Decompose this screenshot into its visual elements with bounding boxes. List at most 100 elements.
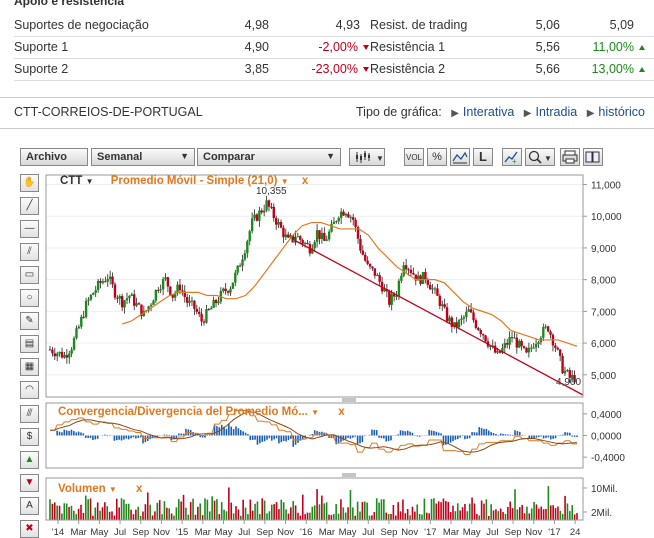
buy-arrow-icon[interactable]: ▲	[20, 451, 39, 469]
candle-body	[89, 294, 93, 300]
chevron-down-icon[interactable]: ▼	[311, 408, 319, 417]
rectangle-tool-icon[interactable]: ▭	[20, 266, 39, 284]
line-tool-icon[interactable]: ╱	[20, 197, 39, 215]
compare-select[interactable]: Comparar ▼	[197, 148, 341, 166]
candle-body	[94, 290, 97, 293]
sell-arrow-icon[interactable]: ▼	[20, 474, 39, 492]
sr-change: -2,00%	[318, 40, 358, 54]
horizontal-line-icon[interactable]: —	[20, 220, 39, 238]
percent-icon[interactable]: %	[427, 148, 447, 166]
dollar-tool-icon[interactable]: $	[20, 428, 39, 446]
triangle-right-icon: ▶	[523, 108, 532, 119]
candle-body	[457, 320, 461, 328]
candle-body	[414, 274, 417, 281]
gann-tool-icon[interactable]: ▦	[20, 358, 39, 376]
chevron-down-icon[interactable]: ▼	[280, 177, 289, 186]
remove-indicator-button[interactable]: x	[301, 175, 309, 187]
main-panel-border	[45, 174, 584, 398]
hand-tool-icon[interactable]: ✋	[20, 174, 39, 192]
sr-resist-value: 5,56	[535, 40, 560, 54]
candle-body	[272, 206, 275, 219]
candle-body	[231, 282, 235, 289]
candle-body	[178, 284, 182, 291]
candle-body	[303, 242, 307, 244]
x-tick-label: Nov	[401, 527, 418, 538]
macd-legend-label[interactable]: Convergencia/Divergencia del Promedio Mó…	[58, 406, 308, 418]
chevron-down-icon[interactable]: ▼	[108, 485, 117, 494]
x-tick-label: Jul	[362, 527, 374, 538]
chart-type-interactive-link[interactable]: Interativa	[462, 105, 515, 119]
candle-body	[65, 355, 69, 358]
candle-body	[337, 217, 340, 222]
candle-body	[185, 297, 189, 303]
candle-body	[255, 214, 259, 221]
arrow-up-icon	[639, 67, 645, 73]
candle-body	[77, 326, 81, 329]
period-select[interactable]: Semanal ▼	[91, 148, 195, 166]
y-tick-label: 10,000	[591, 212, 622, 223]
zoom-icon[interactable]: ▼	[525, 148, 555, 166]
candle-body	[551, 334, 555, 346]
remove-volume-button[interactable]: x	[136, 483, 143, 495]
candle-body	[539, 337, 543, 343]
chevron-down-icon[interactable]: ▼	[85, 177, 94, 186]
volume-legend-label[interactable]: Volumen	[58, 483, 106, 495]
candle-body	[262, 210, 266, 213]
candle-body	[284, 234, 288, 238]
candle-body	[229, 288, 232, 293]
candle-body	[113, 284, 117, 298]
candle-body	[72, 338, 76, 350]
candle-body	[402, 265, 405, 276]
trend-icon[interactable]: +	[502, 148, 522, 166]
channel-tool-icon[interactable]: ⫽	[20, 243, 39, 261]
circle-tool-icon[interactable]: ○	[20, 289, 39, 307]
x-tick-label: '16	[300, 527, 312, 538]
candle-body	[518, 340, 521, 348]
candle-body	[222, 288, 225, 291]
compare-chart-icon[interactable]	[450, 148, 470, 166]
candle-body	[82, 316, 85, 318]
candle-body	[352, 217, 355, 220]
candle-body	[556, 347, 559, 350]
fibonacci-tool-icon[interactable]: ▤	[20, 335, 39, 353]
svg-text:▼: ▼	[376, 154, 384, 163]
volume-icon[interactable]: VOL	[404, 148, 424, 166]
delete-icon[interactable]: ✖	[20, 520, 39, 538]
candle-body	[503, 343, 507, 348]
candle-body	[234, 272, 237, 283]
arc-tool-icon[interactable]: ◠	[20, 381, 39, 399]
candle-body	[330, 223, 333, 232]
candle-body	[438, 295, 442, 306]
candle-body	[368, 263, 372, 267]
chart-type-intraday-link[interactable]: Intradia	[535, 105, 578, 119]
pencil-tool-icon[interactable]: ✎	[20, 312, 39, 330]
remove-macd-button[interactable]: x	[338, 406, 345, 418]
candles-icon[interactable]: ▼	[349, 148, 385, 166]
x-tick-label: May	[90, 527, 108, 538]
archive-button[interactable]: Archivo	[20, 148, 88, 166]
candle-body	[436, 288, 439, 296]
chart-type-label: Tipo de gráfica:	[356, 105, 442, 119]
candle-body	[140, 304, 143, 317]
text-tool-icon[interactable]: A	[20, 497, 39, 515]
candle-body	[563, 370, 567, 374]
sma-legend-label[interactable]: Promedio Móvil - Simple (21,0)	[110, 175, 278, 187]
sr-resist-value: 5,06	[535, 18, 560, 32]
candle-body	[388, 291, 391, 305]
candle-body	[238, 265, 242, 267]
line-chart-icon[interactable]: L	[473, 148, 493, 166]
candle-body	[311, 248, 314, 254]
candle-body	[56, 353, 59, 357]
candle-body	[462, 317, 466, 319]
parallel-lines-icon[interactable]: ⫻	[20, 405, 39, 423]
candle-body	[181, 290, 184, 292]
candle-body	[460, 318, 463, 321]
candle-body	[188, 300, 191, 303]
print-icon[interactable]	[560, 148, 580, 166]
chart-type-history-link[interactable]: histórico	[598, 105, 645, 119]
candle-body	[205, 309, 208, 323]
chart-toolbar: Archivo Semanal ▼ Comparar ▼ ▼ VOL % L + ▼	[20, 146, 654, 168]
candle-body	[210, 307, 213, 310]
book-icon[interactable]	[583, 148, 603, 166]
candle-body	[48, 349, 52, 351]
